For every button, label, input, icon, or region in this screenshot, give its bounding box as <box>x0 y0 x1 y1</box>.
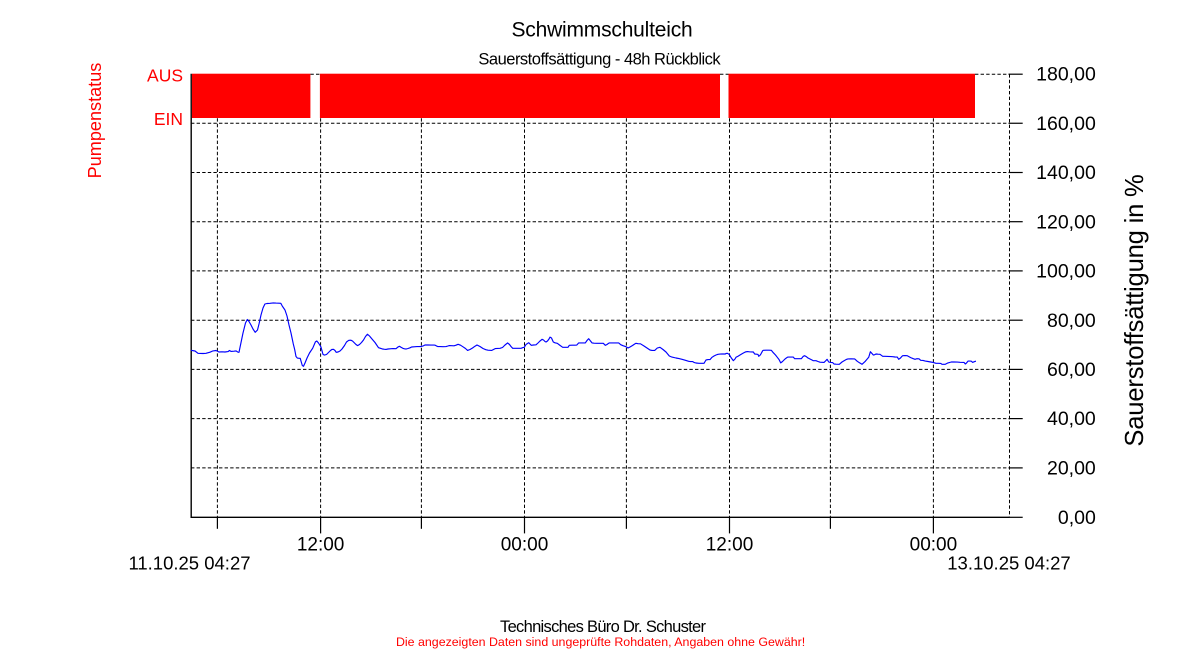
svg-text:180,00: 180,00 <box>1036 64 1096 86</box>
svg-text:00:00: 00:00 <box>501 535 549 556</box>
svg-text:12:00: 12:00 <box>706 535 754 556</box>
svg-text:Pumpenstatus: Pumpenstatus <box>85 63 105 179</box>
svg-text:140,00: 140,00 <box>1036 162 1096 184</box>
svg-text:AUS: AUS <box>147 66 183 86</box>
svg-text:60,00: 60,00 <box>1047 359 1096 381</box>
svg-text:13.10.25 04:27: 13.10.25 04:27 <box>947 553 1070 574</box>
svg-text:Technisches Büro Dr. Schuster: Technisches Büro Dr. Schuster <box>500 618 707 636</box>
svg-text:Schwimmschulteich: Schwimmschulteich <box>512 18 693 41</box>
svg-text:11.10.25 04:27: 11.10.25 04:27 <box>128 553 250 574</box>
svg-text:80,00: 80,00 <box>1047 310 1096 332</box>
svg-text:100,00: 100,00 <box>1036 261 1096 283</box>
svg-text:Sauerstoffsättigung - 48h Rück: Sauerstoffsättigung - 48h Rückblick <box>478 51 721 69</box>
svg-text:EIN: EIN <box>154 109 183 129</box>
svg-text:0,00: 0,00 <box>1058 507 1096 529</box>
svg-text:12:00: 12:00 <box>297 535 345 556</box>
svg-text:160,00: 160,00 <box>1036 113 1096 135</box>
svg-text:Die angezeigten Daten sind ung: Die angezeigten Daten sind ungeprüfte Ro… <box>396 635 805 649</box>
svg-text:00:00: 00:00 <box>910 535 958 556</box>
svg-text:40,00: 40,00 <box>1047 408 1096 430</box>
svg-text:Sauerstoffsättigung in %: Sauerstoffsättigung in % <box>1121 174 1149 446</box>
svg-text:20,00: 20,00 <box>1047 458 1096 480</box>
svg-text:120,00: 120,00 <box>1036 211 1096 233</box>
